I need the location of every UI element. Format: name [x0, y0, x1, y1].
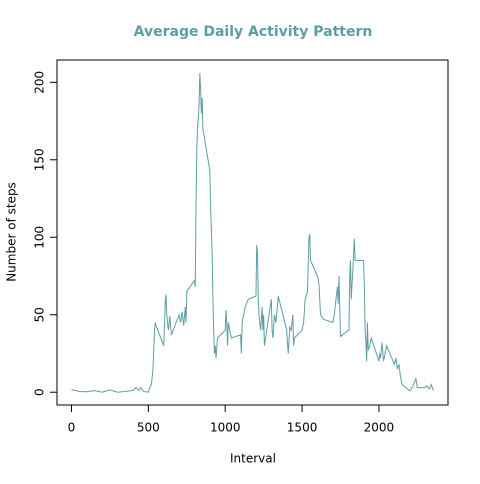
y-tick-label: 0 [33, 388, 47, 396]
chart-title: Average Daily Activity Pattern [134, 24, 373, 40]
x-tick-label: 1000 [210, 421, 241, 435]
y-tick-label: 150 [33, 148, 47, 171]
y-axis-label: Number of steps [5, 182, 19, 282]
y-tick-label: 100 [33, 226, 47, 249]
x-tick-label: 0 [68, 421, 76, 435]
y-tick-label: 50 [33, 307, 47, 322]
x-tick-label: 500 [137, 421, 160, 435]
x-tick-label: 1500 [287, 421, 318, 435]
x-tick-label: 2000 [364, 421, 395, 435]
y-tick-label: 200 [33, 71, 47, 94]
data-line [71, 72, 434, 393]
x-axis-label: Interval [230, 452, 276, 466]
